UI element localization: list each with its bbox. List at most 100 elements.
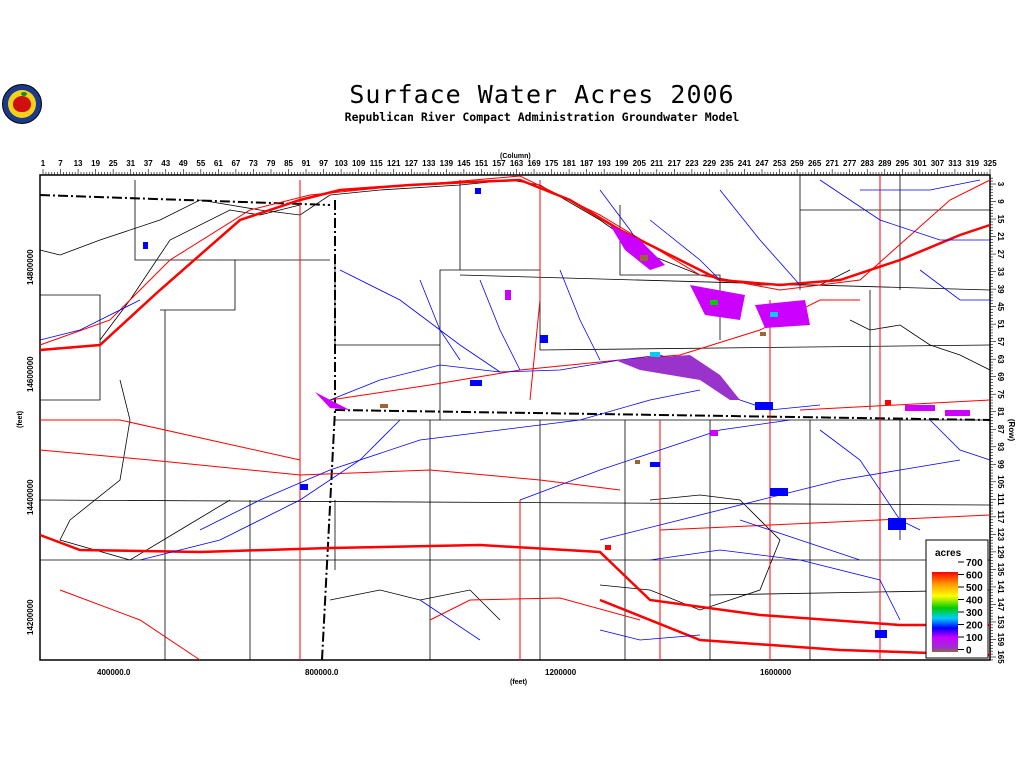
row-label: 99 <box>996 460 1005 469</box>
column-label: 319 <box>966 159 980 168</box>
row-label: 75 <box>996 390 1005 399</box>
row-label: 123 <box>996 528 1005 542</box>
column-label: 235 <box>720 159 734 168</box>
row-label: 87 <box>996 425 1005 434</box>
legend-label: 600 <box>966 571 983 582</box>
column-label: 277 <box>843 159 857 168</box>
x-tick-1600000: 1600000 <box>760 668 792 677</box>
state-boundaries <box>39 194 991 661</box>
x-tick-1200000: 1200000 <box>545 668 577 677</box>
county-boundaries <box>39 175 991 660</box>
row-label: 45 <box>996 302 1005 311</box>
row-label: 57 <box>996 337 1005 346</box>
column-label: 97 <box>319 159 328 168</box>
row-label: 117 <box>996 510 1005 523</box>
column-label: 295 <box>896 159 910 168</box>
column-label: 115 <box>370 159 383 168</box>
apple-seal-logo <box>2 84 42 124</box>
column-label: 199 <box>615 159 629 168</box>
column-label: 37 <box>144 159 153 168</box>
column-label: 307 <box>931 159 945 168</box>
legend-label: 400 <box>966 596 983 607</box>
column-label: 247 <box>755 159 769 168</box>
column-label: 289 <box>878 159 892 168</box>
column-label: 169 <box>527 159 541 168</box>
row-label: 69 <box>996 372 1005 381</box>
column-label: 109 <box>352 159 366 168</box>
water-bodies <box>143 188 906 638</box>
column-label: 163 <box>510 159 524 168</box>
column-label: 19 <box>91 159 100 168</box>
column-label: 271 <box>825 159 839 168</box>
x-tick-400000: 400000.0 <box>97 668 131 677</box>
row-label: 51 <box>996 320 1005 329</box>
legend-label: 200 <box>966 621 983 632</box>
column-label: 85 <box>284 159 293 168</box>
row-label: 21 <box>996 232 1005 241</box>
column-label: 79 <box>267 159 276 168</box>
row-label: 33 <box>996 267 1005 276</box>
column-label: 67 <box>231 159 240 168</box>
y-tick-14400000: 14400000 <box>26 479 35 515</box>
column-label: 217 <box>668 159 682 168</box>
column-label: 1 <box>41 159 46 168</box>
column-label: 283 <box>861 159 875 168</box>
roads <box>39 175 991 661</box>
y-tick-14600000: 14600000 <box>26 356 35 392</box>
irrigated-acres-cells <box>315 225 970 550</box>
x-axis-label: (feet) <box>510 679 527 686</box>
row-label: 153 <box>996 615 1005 629</box>
legend-label: 500 <box>966 583 983 594</box>
map-title: Surface Water Acres 2006 <box>349 80 735 109</box>
column-label: 127 <box>405 159 419 168</box>
column-label: 259 <box>790 159 804 168</box>
column-label: 325 <box>983 159 997 168</box>
column-label: 7 <box>58 159 63 168</box>
column-label: 223 <box>685 159 699 168</box>
column-label: 205 <box>633 159 647 168</box>
row-label: 81 <box>996 407 1005 416</box>
column-label: 151 <box>475 159 489 168</box>
row-label: 3 <box>996 182 1005 187</box>
column-label: 175 <box>545 159 559 168</box>
column-label: 31 <box>126 159 135 168</box>
column-label: 133 <box>422 159 436 168</box>
column-label: 13 <box>74 159 83 168</box>
map-subtitle: Republican River Compact Administration … <box>344 110 740 124</box>
row-label: 27 <box>996 250 1005 259</box>
row-label: 141 <box>996 580 1005 594</box>
column-label: 91 <box>302 159 311 168</box>
legend-colorbar <box>932 572 958 652</box>
column-label: 211 <box>650 159 663 168</box>
legend-title: acres <box>935 548 962 559</box>
column-labels: 1 7 13 19 25 31 37 43 49 55 61 67 73 79 85 91 97 103 109 11… <box>41 159 997 168</box>
legend-label: 100 <box>966 633 983 644</box>
column-label: 241 <box>738 159 752 168</box>
row-label: 9 <box>996 199 1005 204</box>
legend-label: 0 <box>966 646 972 657</box>
row-labels: 3915212733394551576369758187939910511111… <box>996 182 1005 664</box>
column-label: 139 <box>440 159 454 168</box>
column-label: 181 <box>562 159 576 168</box>
column-axis-label: (Column) <box>500 153 531 160</box>
row-label: 159 <box>996 633 1005 647</box>
row-label: 15 <box>996 215 1005 224</box>
column-label: 73 <box>249 159 258 168</box>
column-label: 229 <box>703 159 717 168</box>
column-label: 55 <box>196 159 205 168</box>
column-label: 313 <box>948 159 962 168</box>
row-ticks <box>990 177 996 661</box>
column-label: 187 <box>580 159 594 168</box>
row-axis-label: (Row) <box>1007 419 1016 442</box>
row-label: 111 <box>996 493 1005 506</box>
legend-label: 300 <box>966 608 983 619</box>
y-tick-14200000: 14200000 <box>26 599 35 635</box>
column-label: 49 <box>179 159 188 168</box>
column-ticks <box>42 169 991 175</box>
column-label: 145 <box>457 159 471 168</box>
row-label: 39 <box>996 285 1005 294</box>
column-label: 301 <box>913 159 927 168</box>
column-label: 103 <box>334 159 348 168</box>
column-label: 253 <box>773 159 787 168</box>
